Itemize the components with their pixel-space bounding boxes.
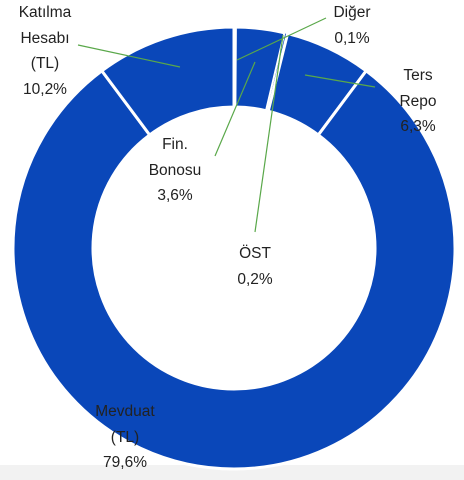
category-name: Fin. Bonosu [148, 136, 202, 179]
value-label: 3,6% [157, 187, 193, 204]
category-name: Ters Repo [399, 67, 437, 110]
slice-label: Ters Repo 6,3% [395, 63, 441, 140]
leader-line [214, 61, 256, 157]
category-name: Katılma Hesabı (TL) [18, 4, 72, 72]
slices [11, 25, 457, 471]
footer-band [0, 465, 464, 480]
leader-line [236, 17, 327, 61]
value-label: 79,6% [103, 454, 147, 471]
leader-line [254, 34, 284, 233]
slice-label: Diğer 0,1% [333, 0, 370, 51]
slice-label: Mevduat (TL) 79,6% [95, 399, 154, 476]
slice-label: Fin. Bonosu 3,6% [149, 132, 202, 209]
value-label: 0,2% [237, 270, 273, 288]
leader-lines [77, 17, 376, 233]
value-label: 10,2% [23, 80, 67, 98]
value-label: 6,3% [400, 118, 436, 135]
category-name: Diğer [333, 4, 371, 21]
leader-line [304, 74, 376, 88]
category-name: Mevduat (TL) [95, 403, 155, 446]
slice [11, 68, 457, 471]
category-name: ÖST [239, 245, 271, 262]
slice-label: ÖST 0,2% [237, 241, 272, 292]
leader-line [77, 44, 181, 68]
slice-label: Katılma Hesabı (TL) 10,2% [19, 0, 72, 102]
value-label: 0,1% [334, 29, 370, 47]
slice [99, 25, 236, 138]
